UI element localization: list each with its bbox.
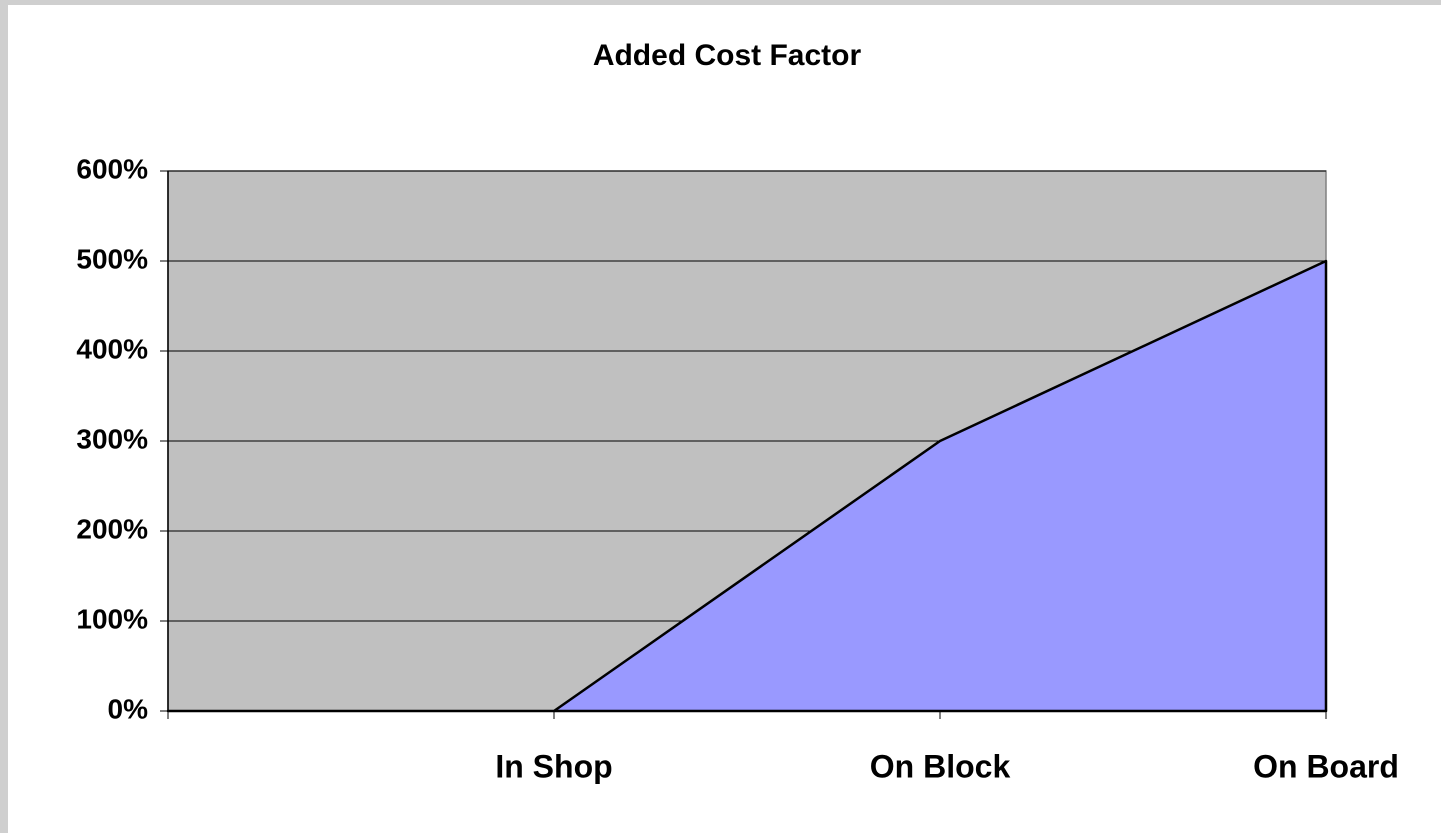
y-tick-label: 100% — [76, 603, 148, 634]
y-tick-label: 600% — [76, 153, 148, 184]
x-tick-label: On Block — [870, 748, 1011, 784]
x-tick-label: On Board — [1253, 748, 1399, 784]
y-tick-label: 500% — [76, 243, 148, 274]
x-tick-label: In Shop — [495, 748, 612, 784]
chart-title: Added Cost Factor — [593, 39, 862, 72]
y-tick-label: 200% — [76, 513, 148, 544]
y-tick-label: 300% — [76, 423, 148, 454]
y-tick-label: 0% — [108, 693, 149, 724]
y-tick-label: 400% — [76, 333, 148, 364]
